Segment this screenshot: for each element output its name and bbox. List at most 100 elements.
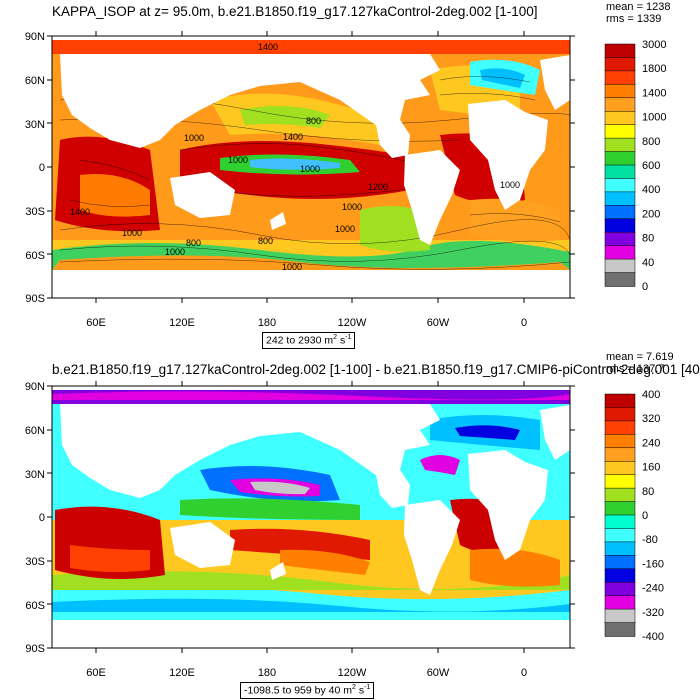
contour-label: 1000: [184, 133, 204, 143]
colorbar-label: 1000: [642, 112, 666, 124]
colorbar-swatch: [604, 70, 636, 86]
colorbar-swatch: [604, 84, 636, 99]
range-suffix: s: [355, 684, 365, 697]
colorbar-swatch: [604, 393, 636, 409]
colorbar-swatch: [604, 501, 636, 516]
colorbar-swatch: [604, 97, 636, 112]
range-exp: 2: [333, 334, 338, 341]
central-america: [375, 112, 410, 158]
contour-label: 1000: [500, 180, 520, 190]
colorbar-swatch: [604, 178, 636, 193]
colorbar-swatch: [604, 164, 636, 180]
colorbar-swatch: [604, 581, 636, 597]
colorbar-label: 0: [642, 510, 648, 522]
lon-tick-label: 60E: [86, 317, 106, 329]
lat-tick-label: 90N: [25, 31, 45, 43]
colorbar-label: 200: [642, 208, 660, 220]
range-exp2: -1: [364, 684, 371, 691]
stats: mean = 7.619 rms = 137.7: [606, 351, 674, 375]
contour-label: 1000: [122, 228, 142, 238]
colorbar-swatch: [604, 568, 636, 583]
lat-axis: 90N 60N 30N 0 30S 60S 90S: [25, 31, 45, 305]
colorbar-swatch: [604, 218, 636, 233]
rms-label: rms = 137.7: [606, 363, 665, 375]
colorbar-swatch: [604, 407, 636, 422]
colorbar-swatch: [604, 622, 636, 637]
colorbar-swatch: [604, 245, 636, 260]
lon-tick-label: 120E: [169, 317, 195, 329]
contour-label: 800: [258, 236, 273, 246]
lat-tick-label: 30S: [25, 556, 45, 568]
range-label: -1098.5 to 959 by 40 m2 s-1: [240, 682, 375, 699]
range-exp: 2: [352, 684, 356, 691]
contour-label: 800: [306, 116, 321, 126]
europe: [540, 405, 570, 460]
mean-label: mean = 1238: [606, 1, 671, 13]
central-america: [375, 462, 410, 508]
colorbar-label: -160: [642, 558, 664, 570]
colorbar-swatch: [604, 43, 636, 59]
eurasia-north-america: [60, 54, 440, 148]
lat-tick-label: 60S: [25, 600, 45, 612]
new-zealand: [270, 212, 286, 230]
contour-labels: 1400 800 1000 1400 1000 1000 1200 1000 1…: [70, 42, 520, 272]
map-plot-area: [52, 36, 570, 298]
colorbar: 400 320 240 160 80 0 -80 -160 -240 -320 -400: [604, 389, 664, 643]
eurasia-north-america: [60, 404, 440, 498]
lat-tick-label: 90S: [25, 293, 45, 305]
range-prefix: -1098.5 to 959 by 40 m: [244, 684, 352, 697]
contour-label: 1400: [70, 207, 90, 217]
lon-axis: 60E 120E 180 120W 60W 0: [86, 317, 527, 329]
lat-tick-label: 90N: [25, 381, 45, 393]
australia: [170, 522, 235, 568]
panel-difference: b.e21.B1850.f19_g17.127kaControl-2deg.00…: [0, 350, 700, 700]
colorbar-label: 240: [642, 437, 660, 449]
colorbar-swatch: [604, 57, 636, 72]
stats: mean = 1238 rms = 1339: [606, 1, 671, 25]
colorbar-swatch: [604, 608, 636, 624]
range-suffix: s: [337, 334, 346, 347]
colorbar-swatch: [604, 447, 636, 462]
colorbar-label: 600: [642, 160, 660, 172]
north-pole-strip: [52, 36, 570, 40]
contour-label: 1000: [342, 202, 362, 212]
colorbar-label: 80: [642, 486, 654, 498]
colorbar-swatch: [604, 191, 636, 207]
colorbar-swatch: [604, 124, 636, 139]
europe: [540, 55, 570, 110]
lon-tick-label: 60W: [427, 667, 450, 679]
lat-tick-label: 60S: [25, 250, 45, 262]
contour-label: 1000: [228, 155, 248, 165]
contour-label: 800: [186, 238, 201, 248]
lat-tick-label: 30N: [25, 119, 45, 131]
lat-tick-label: 0: [39, 162, 45, 174]
land-masses: [52, 386, 570, 648]
colorbar-swatch: [604, 110, 636, 126]
contour-label: 1400: [283, 132, 303, 142]
lon-tick-label: 60E: [86, 667, 106, 679]
colorbar-swatch: [604, 528, 636, 543]
colorbar-swatch: [604, 258, 636, 274]
panel-kappa-isop: KAPPA_ISOP at z= 95.0m, b.e21.B1850.f19_…: [25, 1, 671, 349]
land-masses: [52, 36, 570, 298]
africa: [468, 100, 548, 210]
colorbar-label: 0: [642, 281, 648, 293]
lat-tick-label: 60N: [25, 425, 45, 437]
colorbar-swatch: [604, 514, 636, 530]
colorbar-label: 1400: [642, 87, 666, 99]
colorbar-swatch: [604, 151, 636, 166]
colorbar-label: 800: [642, 136, 660, 148]
contour-label: 1000: [282, 262, 302, 272]
lat-ticks: [47, 381, 575, 653]
colorbar-label: -240: [642, 583, 664, 595]
lon-tick-label: 180: [258, 317, 276, 329]
lat-tick-label: 30S: [25, 206, 45, 218]
colorbar-swatch: [604, 231, 636, 247]
map-plot-area: [52, 386, 570, 648]
south-america: [404, 500, 460, 595]
contour-label: 1000: [300, 164, 320, 174]
colorbar-label: -400: [642, 631, 664, 643]
lon-tick-label: 120W: [338, 667, 367, 679]
colorbar-label: 40: [642, 257, 654, 269]
colorbar-swatch: [604, 137, 636, 153]
